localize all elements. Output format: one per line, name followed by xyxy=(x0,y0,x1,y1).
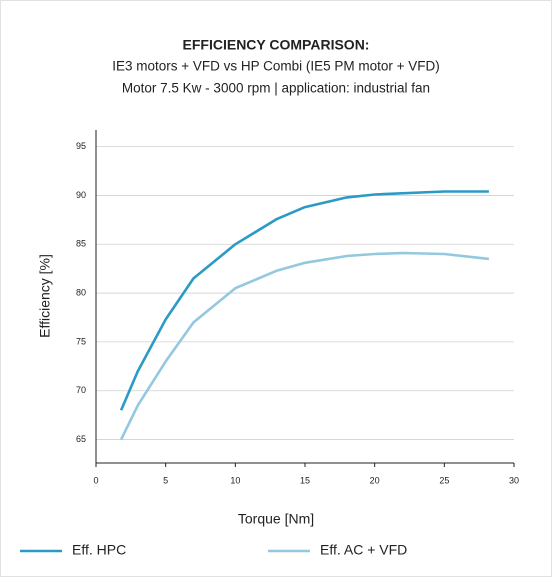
x-tick-label: 25 xyxy=(439,475,449,485)
x-tick-label: 30 xyxy=(509,475,519,485)
x-tick-label: 5 xyxy=(163,475,168,485)
line xyxy=(119,190,489,411)
y-tick-label: 75 xyxy=(76,336,86,346)
legend-label: Eff. AC + VFD xyxy=(320,542,407,558)
y-tick-label: 65 xyxy=(76,434,86,444)
x-tick-label: 15 xyxy=(300,475,310,485)
chart-title: EFFICIENCY COMPARISON: xyxy=(183,37,370,53)
x-axis-label: Torque [Nm] xyxy=(238,511,314,527)
y-tick-label: 85 xyxy=(76,239,86,249)
x-tick-label: 0 xyxy=(93,475,98,485)
y-tick-label: 70 xyxy=(76,385,86,395)
y-tick-label: 90 xyxy=(76,190,86,200)
x-tick-label: 20 xyxy=(370,475,380,485)
x-tick-label: 10 xyxy=(230,475,240,485)
chart-subtitle: Motor 7.5 Kw - 3000 rpm | application: i… xyxy=(122,81,430,96)
line xyxy=(119,251,490,441)
y-tick-label: 95 xyxy=(76,141,86,151)
y-axis-label: Efficiency [%] xyxy=(37,254,53,338)
y-tick-label: 80 xyxy=(76,287,86,297)
legend-label: Eff. HPC xyxy=(72,542,126,558)
chart-subtitle: IE3 motors + VFD vs HP Combi (IE5 PM mot… xyxy=(112,59,440,74)
